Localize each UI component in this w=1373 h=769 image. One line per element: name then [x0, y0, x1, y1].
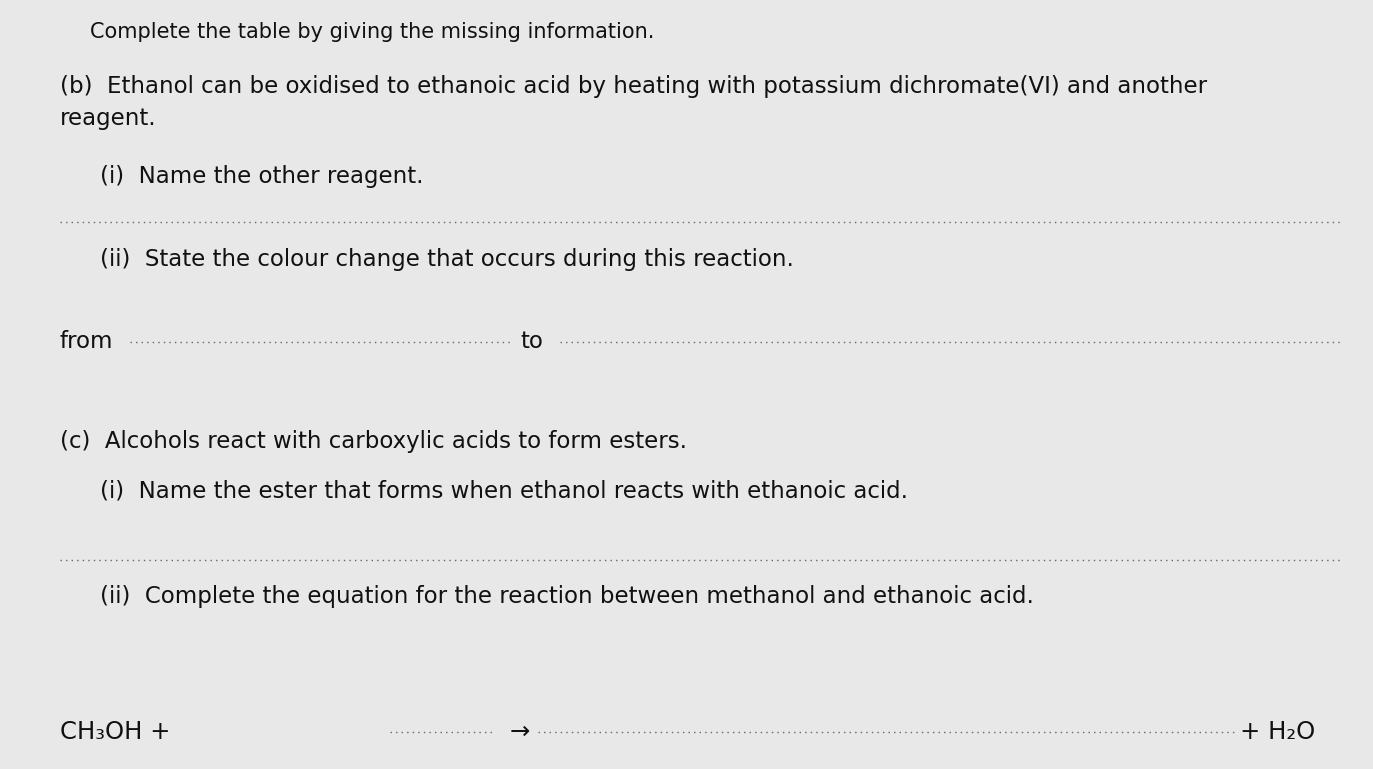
Text: Complete the table by giving the missing information.: Complete the table by giving the missing… — [91, 22, 655, 42]
Text: CH₃OH +: CH₃OH + — [60, 720, 178, 744]
Text: reagent.: reagent. — [60, 107, 157, 130]
Text: + H₂O: + H₂O — [1240, 720, 1315, 744]
Text: (ii)  Complete the equation for the reaction between methanol and ethanoic acid.: (ii) Complete the equation for the react… — [100, 585, 1034, 608]
Text: (i)  Name the ester that forms when ethanol reacts with ethanoic acid.: (i) Name the ester that forms when ethan… — [100, 480, 908, 503]
Text: (i)  Name the other reagent.: (i) Name the other reagent. — [100, 165, 423, 188]
Text: to: to — [520, 330, 542, 353]
Text: (ii)  State the colour change that occurs during this reaction.: (ii) State the colour change that occurs… — [100, 248, 794, 271]
Text: (c)  Alcohols react with carboxylic acids to form esters.: (c) Alcohols react with carboxylic acids… — [60, 430, 687, 453]
Text: →: → — [509, 720, 530, 744]
Text: (b)  Ethanol can be oxidised to ethanoic acid by heating with potassium dichroma: (b) Ethanol can be oxidised to ethanoic … — [60, 75, 1207, 98]
Text: from: from — [60, 330, 114, 353]
